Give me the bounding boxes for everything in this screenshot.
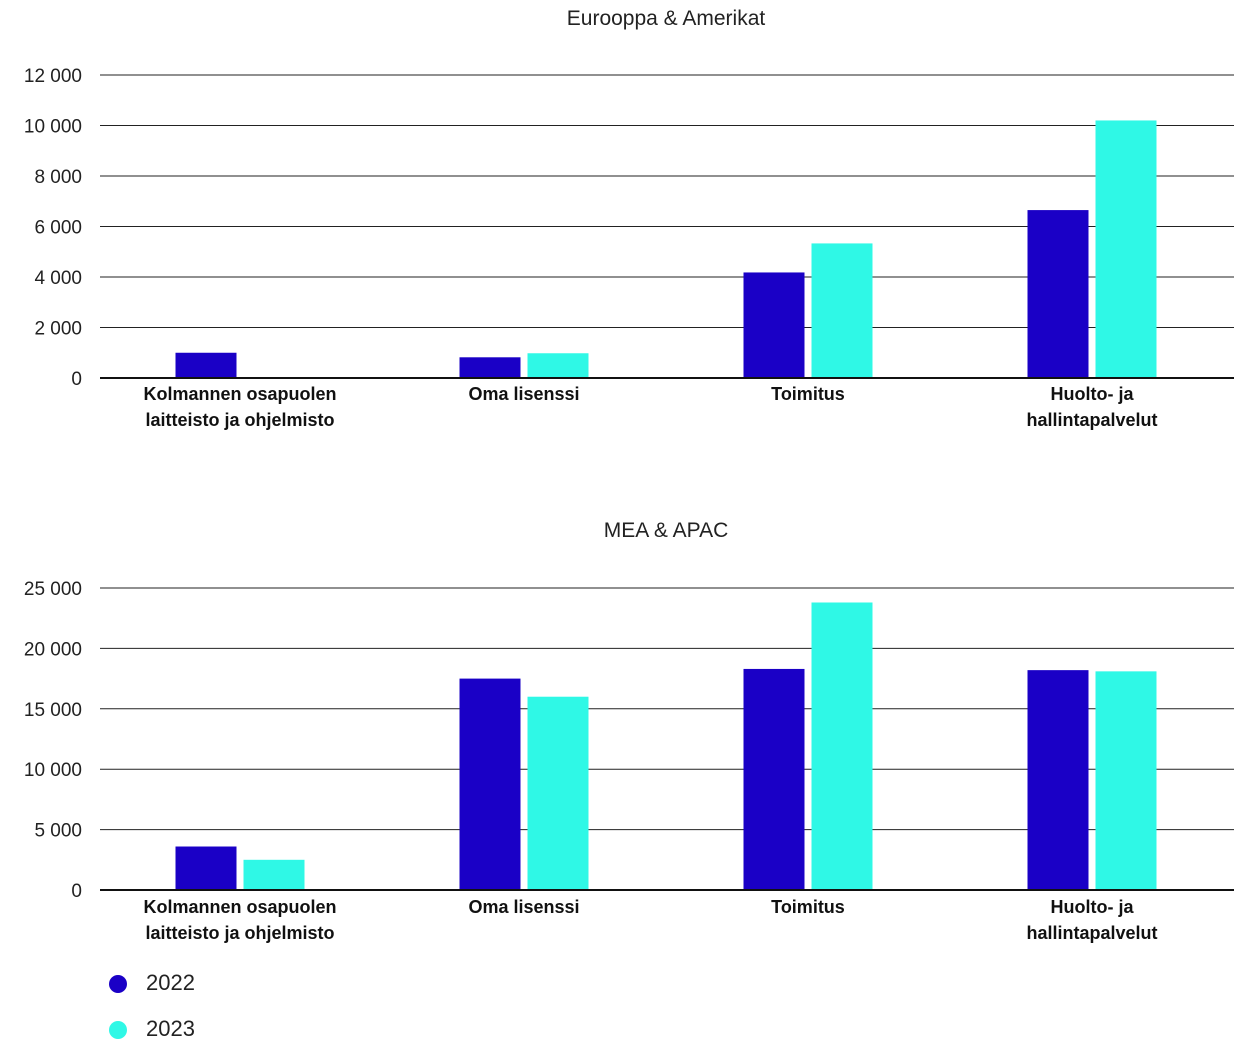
legend-marker-2023: [109, 1021, 127, 1039]
y-tick-label: 2 000: [34, 319, 82, 340]
legend-label: 2023: [146, 1016, 195, 1039]
category-label: laitteisto ja ohjelmisto: [145, 923, 334, 943]
category-label: Huolto- ja: [1051, 897, 1135, 917]
bar-2022-4: [1027, 670, 1089, 890]
legend-label: 2022: [146, 970, 195, 995]
y-tick-label: 0: [71, 881, 82, 902]
y-tick-label: 20 000: [24, 639, 82, 660]
chart-title: MEA & APAC: [604, 519, 729, 542]
bar-2022-1: [175, 352, 237, 378]
y-tick-label: 12 000: [24, 66, 82, 87]
bar-2023-4: [1095, 120, 1157, 378]
bar-2023-1: [243, 859, 305, 890]
category-label: Oma lisenssi: [468, 897, 579, 917]
bar-2023-4: [1095, 671, 1157, 890]
bar-2023-2: [527, 353, 589, 378]
y-tick-label: 0: [71, 369, 82, 390]
y-tick-label: 10 000: [24, 760, 82, 781]
y-tick-label: 5 000: [34, 821, 82, 842]
bar-2022-4: [1027, 210, 1089, 378]
bar-2022-3: [743, 272, 805, 378]
chart-title: Eurooppa & Amerikat: [567, 7, 766, 30]
bar-2023-2: [527, 696, 589, 890]
bar-2023-3: [811, 602, 873, 890]
y-tick-label: 10 000: [24, 117, 82, 138]
category-label: laitteisto ja ohjelmisto: [145, 410, 334, 430]
category-label: Oma lisenssi: [468, 384, 579, 404]
category-label: hallintapalvelut: [1026, 410, 1157, 430]
y-tick-label: 4 000: [34, 268, 82, 289]
bar-2023-3: [811, 243, 873, 378]
category-label: Toimitus: [771, 384, 845, 404]
category-label: Kolmannen osapuolen: [143, 897, 336, 917]
y-tick-label: 6 000: [34, 218, 82, 239]
bar-2022-2: [459, 678, 521, 890]
y-tick-label: 8 000: [34, 167, 82, 188]
category-label: Kolmannen osapuolen: [143, 384, 336, 404]
bar-2022-1: [175, 846, 237, 890]
bar-2022-3: [743, 668, 805, 890]
legend-marker-2022: [109, 975, 127, 993]
y-tick-label: 15 000: [24, 700, 82, 721]
category-label: Toimitus: [771, 897, 845, 917]
category-label: hallintapalvelut: [1026, 923, 1157, 943]
y-tick-label: 25 000: [24, 579, 82, 600]
bar-2022-2: [459, 357, 521, 378]
category-label: Huolto- ja: [1051, 384, 1135, 404]
